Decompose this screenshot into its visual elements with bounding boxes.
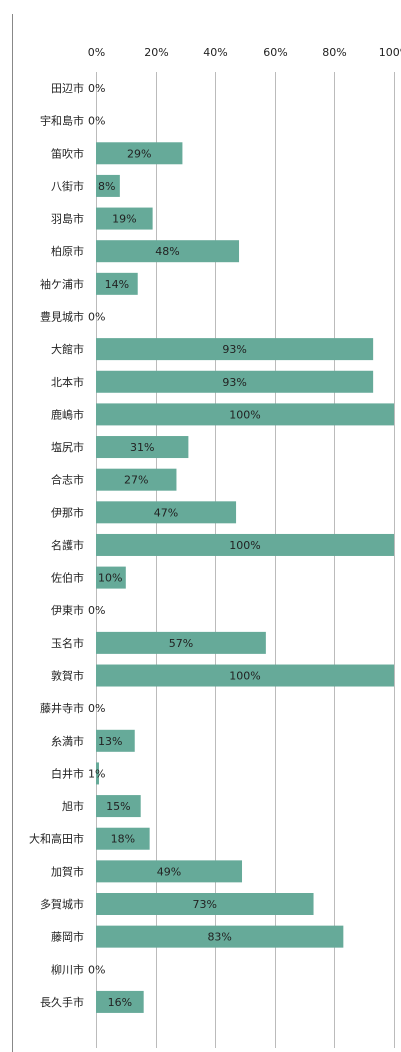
category-label: 旭市: [62, 799, 84, 813]
category-label: 豊見城市: [40, 309, 84, 323]
category-label: 羽島市: [51, 212, 84, 226]
bar-value-label: 47%: [154, 506, 178, 519]
bar-value-label: 0%: [88, 604, 105, 617]
bar-value-label: 0%: [88, 310, 105, 323]
category-label: 大和高田市: [29, 832, 84, 846]
category-label: 合志市: [51, 473, 84, 487]
bar-value-label: 0%: [88, 115, 105, 128]
category-label: 北本市: [51, 375, 84, 389]
bar-value-label: 93%: [222, 343, 246, 356]
bar: [96, 174, 120, 197]
bar: [96, 501, 237, 524]
bar-value-label: 100%: [229, 670, 260, 683]
bar: [96, 566, 126, 589]
bar-value-label: 27%: [124, 474, 148, 487]
bar: [96, 468, 177, 491]
bar-value-label: 100%: [229, 539, 260, 552]
bar: [96, 403, 394, 426]
x-tick-label: 40%: [203, 46, 227, 59]
category-label: 袖ケ浦市: [40, 277, 84, 291]
bar-value-label: 10%: [98, 572, 122, 585]
bar: [96, 729, 135, 752]
bar: [96, 990, 144, 1013]
bar: [96, 240, 240, 263]
bar-value-label: 29%: [127, 147, 151, 160]
bar: [96, 827, 150, 850]
bar-value-label: 0%: [88, 702, 105, 715]
bar-value-label: 19%: [112, 213, 136, 226]
category-label: 藤井寺市: [40, 701, 84, 715]
category-label: 柳川市: [51, 962, 84, 976]
bar-value-label: 0%: [88, 963, 105, 976]
category-label: 糸満市: [51, 734, 84, 748]
category-label: 加賀市: [51, 864, 84, 878]
bar: [96, 664, 394, 687]
bar: [96, 207, 153, 230]
category-label: 佐伯市: [51, 571, 84, 585]
bar: [96, 893, 314, 915]
bar: [96, 436, 189, 459]
bar-value-label: 18%: [111, 833, 135, 846]
category-label: 鹿嶋市: [51, 407, 84, 421]
category-label: 田辺市: [51, 81, 84, 95]
x-tick-label: 20%: [144, 46, 168, 59]
category-label: 塩尻市: [51, 440, 84, 454]
bar-value-label: 100%: [229, 408, 260, 421]
bar-value-label: 48%: [155, 245, 179, 258]
category-label: 大館市: [51, 342, 84, 356]
category-label: 敦賀市: [51, 669, 84, 683]
bar: [96, 762, 99, 785]
category-label: 八街市: [51, 179, 84, 193]
x-tick-label: 80%: [322, 46, 346, 59]
category-label: 白井市: [51, 766, 84, 780]
x-tick-label: 60%: [263, 46, 287, 59]
bar-value-label: 8%: [98, 180, 115, 193]
bar-value-label: 16%: [108, 996, 132, 1009]
category-label: 笛吹市: [51, 146, 84, 160]
bar-value-label: 31%: [130, 441, 154, 454]
bar-value-label: 14%: [105, 278, 129, 291]
bar-value-label: 93%: [222, 376, 246, 389]
category-label: 藤岡市: [51, 930, 84, 944]
bar: [96, 370, 374, 393]
category-label: 玉名市: [51, 636, 84, 650]
bar: [96, 142, 183, 165]
category-label: 伊東市: [51, 603, 84, 617]
bar: [96, 272, 138, 295]
category-label: 名護市: [51, 538, 84, 552]
bar: [96, 925, 344, 948]
category-label: 多賀城市: [40, 897, 84, 911]
category-label: 柏原市: [51, 244, 84, 258]
bar: [96, 631, 266, 654]
bar: [96, 533, 394, 556]
bar-value-label: 49%: [157, 865, 181, 878]
bar-value-label: 83%: [207, 931, 231, 944]
category-label: 宇和島市: [40, 114, 84, 128]
bar-value-label: 57%: [169, 637, 193, 650]
bar: [96, 860, 243, 883]
bar: [96, 338, 374, 361]
bar-value-label: 15%: [106, 800, 130, 813]
x-tick-label: 100%: [379, 46, 401, 59]
bar-value-label: 1%: [88, 767, 105, 780]
x-tick-label: 0%: [88, 46, 105, 59]
bar-value-label: 13%: [98, 735, 122, 748]
category-label: 長久手市: [40, 995, 84, 1009]
bar: [96, 795, 141, 818]
category-label: 伊那市: [51, 505, 84, 519]
bar-value-label: 0%: [88, 82, 105, 95]
bar-value-label: 73%: [193, 898, 217, 911]
